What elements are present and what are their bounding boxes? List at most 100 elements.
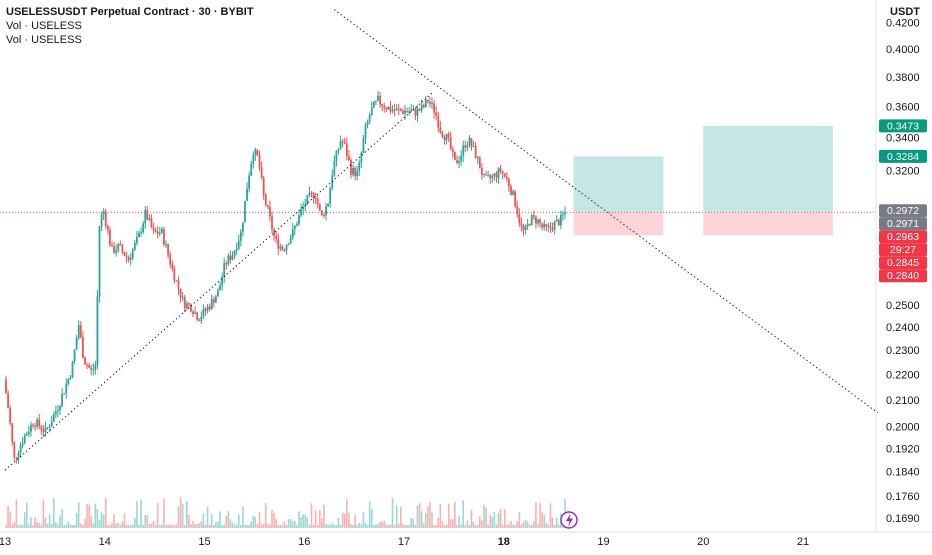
volume-bar [30,517,32,528]
candlesticks [5,91,566,464]
price-tick-label: 0.1840 [886,467,920,479]
candle-body [19,445,22,454]
trendlines[interactable] [4,9,879,471]
volume-bar [420,511,423,528]
volume-bar [69,524,72,528]
candle-body [445,133,448,141]
candle-body [312,193,315,199]
volume-bar [389,524,392,528]
candle-body [545,223,548,227]
price-badge [879,119,927,133]
candle-body [11,423,14,443]
volume-bar [429,502,431,528]
volume-legend-1[interactable]: Vol · USELESS [6,20,82,32]
volume-bar [497,512,500,528]
volume-bar [541,511,543,528]
volume-bar [71,525,74,528]
candle-body [426,99,429,102]
candle-body [279,246,282,249]
volume-bar [314,510,317,528]
currency-label[interactable]: USDT [890,6,920,18]
candle-body [273,229,275,236]
volume-bar [495,524,498,528]
candle-body [67,378,70,384]
candle-body [366,121,369,126]
volume-bar [260,524,263,528]
candle-body [395,108,398,111]
volume-bar [414,524,417,528]
candle-body [131,249,134,259]
candle-body [36,419,39,427]
stop-zone-1[interactable] [573,212,664,236]
volume-bar [539,502,541,528]
price-tick-label: 0.3200 [886,165,920,177]
candle-body [437,115,440,128]
candle-body [549,226,552,228]
volume-bar [285,524,288,528]
volume-bar [404,525,406,528]
candle-body [402,110,404,114]
candle-body [358,162,361,171]
symbol-title[interactable]: USELESSUSDT Perpetual Contract · 30 · BY… [6,6,254,18]
time-axis[interactable]: 13 14 15 16 17 18 19 20 21 [0,511,932,548]
candle-body [177,280,180,289]
candle-body [150,218,153,228]
candle-body [424,99,427,108]
candle-body [84,357,86,365]
candle-body [32,424,34,426]
volume-bar [408,524,410,528]
volume-bar [489,514,492,528]
volume-legend-2[interactable]: Vol · USELESS [6,34,82,46]
volume-bar [493,511,496,528]
stop-zone-2[interactable] [703,212,833,236]
candle-body [393,109,396,111]
volume-bar [75,512,78,528]
volume-bar [528,524,531,528]
candle-body [528,223,531,225]
candle-body [453,151,456,161]
trendline-resistance[interactable] [333,9,879,414]
candle-body [34,425,36,427]
candle-body [553,221,556,230]
candle-body [192,311,194,314]
volume-bar [400,506,402,528]
volume-bar [235,524,238,528]
volume-bar [418,503,421,528]
trendline-support[interactable] [4,91,435,471]
candle-body [404,110,406,114]
candle-body [46,427,49,429]
candle-body [269,206,271,217]
target-zone-2[interactable] [703,125,833,213]
candle-body [449,137,452,149]
candle-body [5,379,7,394]
volume-bar [395,505,398,528]
candle-body [483,173,485,175]
candle-body [370,107,373,116]
volume-bar [537,523,539,528]
price-tick-label: 0.2500 [886,300,920,312]
volume-bar [402,523,404,528]
price-axis[interactable]: 0.42000.40000.38000.36000.34000.32000.26… [875,0,920,532]
price-badge [879,256,927,270]
candle-body [73,349,76,362]
volume-bar [441,521,444,528]
candle-body [165,244,167,246]
candle-body [227,255,230,264]
price-badge-label: 0.2845 [887,257,919,269]
candle-body [283,249,286,251]
candle-body [418,108,421,111]
volume-bar [518,512,521,528]
candle-body [491,175,494,179]
target-zone-1[interactable] [573,156,664,213]
volume-bar [520,524,523,528]
candle-body [408,111,411,113]
candle-body [152,227,155,231]
candle-body [233,250,236,256]
candle-body [9,407,12,424]
candle-body [121,245,124,252]
candle-body [198,320,201,322]
candle-body [524,226,527,230]
candle-body [202,308,205,317]
